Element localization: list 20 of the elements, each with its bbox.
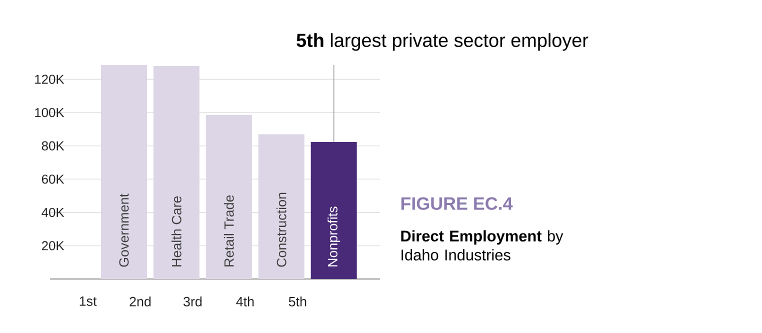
text: FIGURE EC.4 <box>401 197 513 210</box>
y-tick-label: 80K <box>42 141 64 150</box>
text: 3rd <box>184 296 202 306</box>
y-tick-label: 60K <box>42 174 64 184</box>
x-tick-label: Health Care <box>172 196 182 266</box>
x-tick-label: Government <box>119 194 129 267</box>
y-tick-label: 20K <box>42 241 64 250</box>
x-tick-label: Nonprofits <box>328 206 340 266</box>
y-tick-label: 100K <box>35 108 64 118</box>
y-tick-label: 40K <box>42 208 64 218</box>
annotation: 5th largest private sector employer <box>296 33 588 51</box>
text: 5th <box>288 296 306 306</box>
text: 2nd <box>130 296 151 306</box>
text: 4th <box>236 296 254 306</box>
x-tick-label: Retail Trade <box>224 195 234 266</box>
x-tick-label: Construction <box>276 192 286 267</box>
y-tick-label: 120K <box>35 74 64 84</box>
text: Direct Employment by Idaho Industries <box>401 230 564 260</box>
bar <box>310 142 357 279</box>
text: 1st <box>80 296 97 306</box>
